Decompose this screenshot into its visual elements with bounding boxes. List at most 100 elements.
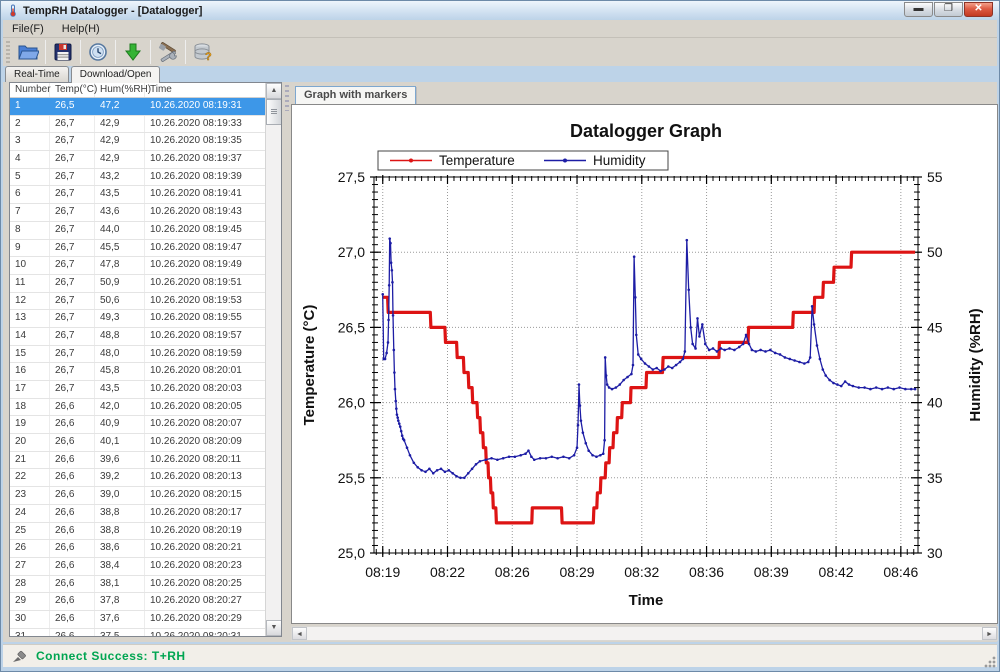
table-cell: 39,0 xyxy=(95,487,145,504)
table-row[interactable]: 10 26,7 47,8 10.26.2020 08:19:49 xyxy=(10,257,266,275)
table-cell: 26,7 xyxy=(50,221,95,239)
series-marker xyxy=(400,434,404,437)
table-cell: 10.26.2020 08:20:21 xyxy=(145,540,266,557)
save-button[interactable] xyxy=(48,39,78,65)
table-row[interactable]: 1 26,5 47,2 10.26.2020 08:19:31 xyxy=(10,98,266,116)
col-header-number[interactable]: Number xyxy=(10,83,51,97)
table-cell: 26,7 xyxy=(50,186,95,204)
series-marker xyxy=(810,305,814,308)
scroll-left-button[interactable]: ◄ xyxy=(292,627,307,640)
table-row[interactable]: 8 26,7 44,0 10.26.2020 08:19:45 xyxy=(10,221,266,240)
scroll-down-button[interactable]: ▼ xyxy=(266,620,281,636)
series-marker xyxy=(812,323,816,326)
col-header-hum[interactable]: Hum(%RH) xyxy=(95,83,151,97)
table-row[interactable]: 5 26,7 43,2 10.26.2020 08:19:39 xyxy=(10,168,266,187)
scroll-right-button[interactable]: ► xyxy=(982,627,997,640)
table-row[interactable]: 3126,637,510.26.2020 08:20:31 xyxy=(10,628,266,636)
toolbar-separator xyxy=(185,40,186,64)
table-row[interactable]: 7 26,7 43,6 10.26.2020 08:19:43 xyxy=(10,204,266,222)
table-cell: 50,9 xyxy=(95,274,145,292)
table-cell: 26,5 xyxy=(50,98,95,115)
series-marker xyxy=(387,283,391,287)
y-left-tick-label: 25,0 xyxy=(338,545,365,561)
toolbar-grip[interactable] xyxy=(6,41,10,63)
table-row[interactable]: 19 26,6 40,9 10.26.2020 08:20:07 xyxy=(10,416,266,435)
minimize-button[interactable]: ▬ xyxy=(904,2,933,17)
tab-real-time[interactable]: Real-Time xyxy=(5,66,69,82)
table-row[interactable]: 16 26,7 45,8 10.26.2020 08:20:01 xyxy=(10,363,266,381)
resize-grip[interactable] xyxy=(984,656,996,668)
close-button[interactable]: ✕ xyxy=(964,2,993,17)
series-marker xyxy=(439,467,443,471)
table-row[interactable]: 14 26,7 48,8 10.26.2020 08:19:57 xyxy=(10,327,266,346)
table-row[interactable]: 4 26,7 42,9 10.26.2020 08:19:37 xyxy=(10,151,266,169)
series-marker xyxy=(747,342,751,346)
table-cell: 37,5 xyxy=(95,628,145,636)
table-row[interactable]: 18 26,6 42,0 10.26.2020 08:20:05 xyxy=(10,398,266,417)
download-arrow-icon xyxy=(124,43,142,61)
time-sync-button[interactable] xyxy=(83,39,113,65)
series-marker xyxy=(387,318,390,322)
table-row[interactable]: 9 26,7 45,5 10.26.2020 08:19:47 xyxy=(10,239,266,258)
col-header-time[interactable]: Time xyxy=(145,83,281,97)
table-cell: 9 xyxy=(10,239,50,257)
series-marker xyxy=(643,362,647,365)
graph-with-markers-button[interactable]: Graph with markers xyxy=(295,86,417,105)
tab-download-open[interactable]: Download/Open xyxy=(70,66,161,83)
table-row[interactable]: 22 26,6 39,2 10.26.2020 08:20:13 xyxy=(10,469,266,488)
table-row[interactable]: 20 26,6 40,1 10.26.2020 08:20:09 xyxy=(10,434,266,452)
series-marker xyxy=(687,288,691,292)
table-cell: 26,6 xyxy=(50,416,95,434)
series-marker xyxy=(527,449,530,453)
series-marker xyxy=(391,280,394,284)
table-row[interactable]: 25 26,6 38,8 10.26.2020 08:20:19 xyxy=(10,522,266,541)
table-row[interactable]: 13 26,7 49,3 10.26.2020 08:19:55 xyxy=(10,310,266,328)
series-marker xyxy=(562,455,565,459)
table-row[interactable]: 3 26,7 42,9 10.26.2020 08:19:35 xyxy=(10,133,266,152)
table-cell: 50,6 xyxy=(95,292,145,310)
table-row[interactable]: 15 26,7 48,0 10.26.2020 08:19:59 xyxy=(10,345,266,364)
table-row[interactable]: 24 26,6 38,8 10.26.2020 08:20:17 xyxy=(10,504,266,523)
download-button[interactable] xyxy=(118,39,148,65)
table-body: 1 26,5 47,2 10.26.2020 08:19:31 2 26,7 42,9 10.… xyxy=(10,98,266,636)
maximize-button[interactable]: ❐ xyxy=(934,2,963,17)
series-marker xyxy=(707,348,711,352)
table-row[interactable]: 23 26,6 39,0 10.26.2020 08:20:15 xyxy=(10,487,266,505)
table-vertical-scrollbar[interactable]: ▲ ▼ xyxy=(265,83,281,636)
table-cell: 38,4 xyxy=(95,557,145,575)
device-info-button[interactable]: ? xyxy=(188,39,218,65)
settings-button[interactable] xyxy=(153,39,183,65)
scrollbar-thumb[interactable] xyxy=(266,99,281,125)
table-cell: 42,9 xyxy=(95,115,145,133)
series-line-temperature xyxy=(382,250,916,525)
menu-file[interactable]: File(F) xyxy=(12,22,44,35)
table-row[interactable]: 6 26,7 43,5 10.26.2020 08:19:41 xyxy=(10,186,266,205)
series-marker xyxy=(622,378,625,382)
chart-horizontal-scrollbar[interactable]: ◄ ► xyxy=(291,626,998,641)
scroll-up-button[interactable]: ▲ xyxy=(266,83,281,99)
menu-help[interactable]: Help(H) xyxy=(61,22,100,35)
series-marker xyxy=(614,386,618,389)
table-row[interactable]: 21 26,6 39,6 10.26.2020 08:20:11 xyxy=(10,451,266,470)
table-row[interactable]: 2 26,7 42,9 10.26.2020 08:19:33 xyxy=(10,115,266,134)
series-marker xyxy=(459,476,462,480)
table-row[interactable]: 29 26,6 37,8 10.26.2020 08:20:27 xyxy=(10,593,266,611)
table-row[interactable]: 17 26,7 43,5 10.26.2020 08:20:03 xyxy=(10,381,266,399)
series-marker xyxy=(447,468,451,472)
open-file-button[interactable] xyxy=(13,39,43,65)
col-header-temp[interactable]: Temp(°C) xyxy=(50,83,97,97)
table-row[interactable]: 27 26,6 38,4 10.26.2020 08:20:23 xyxy=(10,557,266,576)
table-row[interactable]: 11 26,7 50,9 10.26.2020 08:19:51 xyxy=(10,274,266,293)
table-cell: 10.26.2020 08:19:37 xyxy=(145,151,266,168)
series-marker xyxy=(587,449,590,453)
series-marker xyxy=(402,438,406,442)
table-cell: 48,0 xyxy=(95,345,145,363)
table-row[interactable]: 28 26,6 38,1 10.26.2020 08:20:25 xyxy=(10,575,266,594)
table-cell: 40,1 xyxy=(95,434,145,451)
table-row[interactable]: 30 26,6 37,6 10.26.2020 08:20:29 xyxy=(10,610,266,629)
table-cell: 10.26.2020 08:20:13 xyxy=(145,469,266,487)
panel-splitter-handle[interactable] xyxy=(285,85,289,111)
database-help-icon: ? xyxy=(194,43,212,62)
table-row[interactable]: 26 26,6 38,6 10.26.2020 08:20:21 xyxy=(10,540,266,558)
table-row[interactable]: 12 26,7 50,6 10.26.2020 08:19:53 xyxy=(10,292,266,311)
